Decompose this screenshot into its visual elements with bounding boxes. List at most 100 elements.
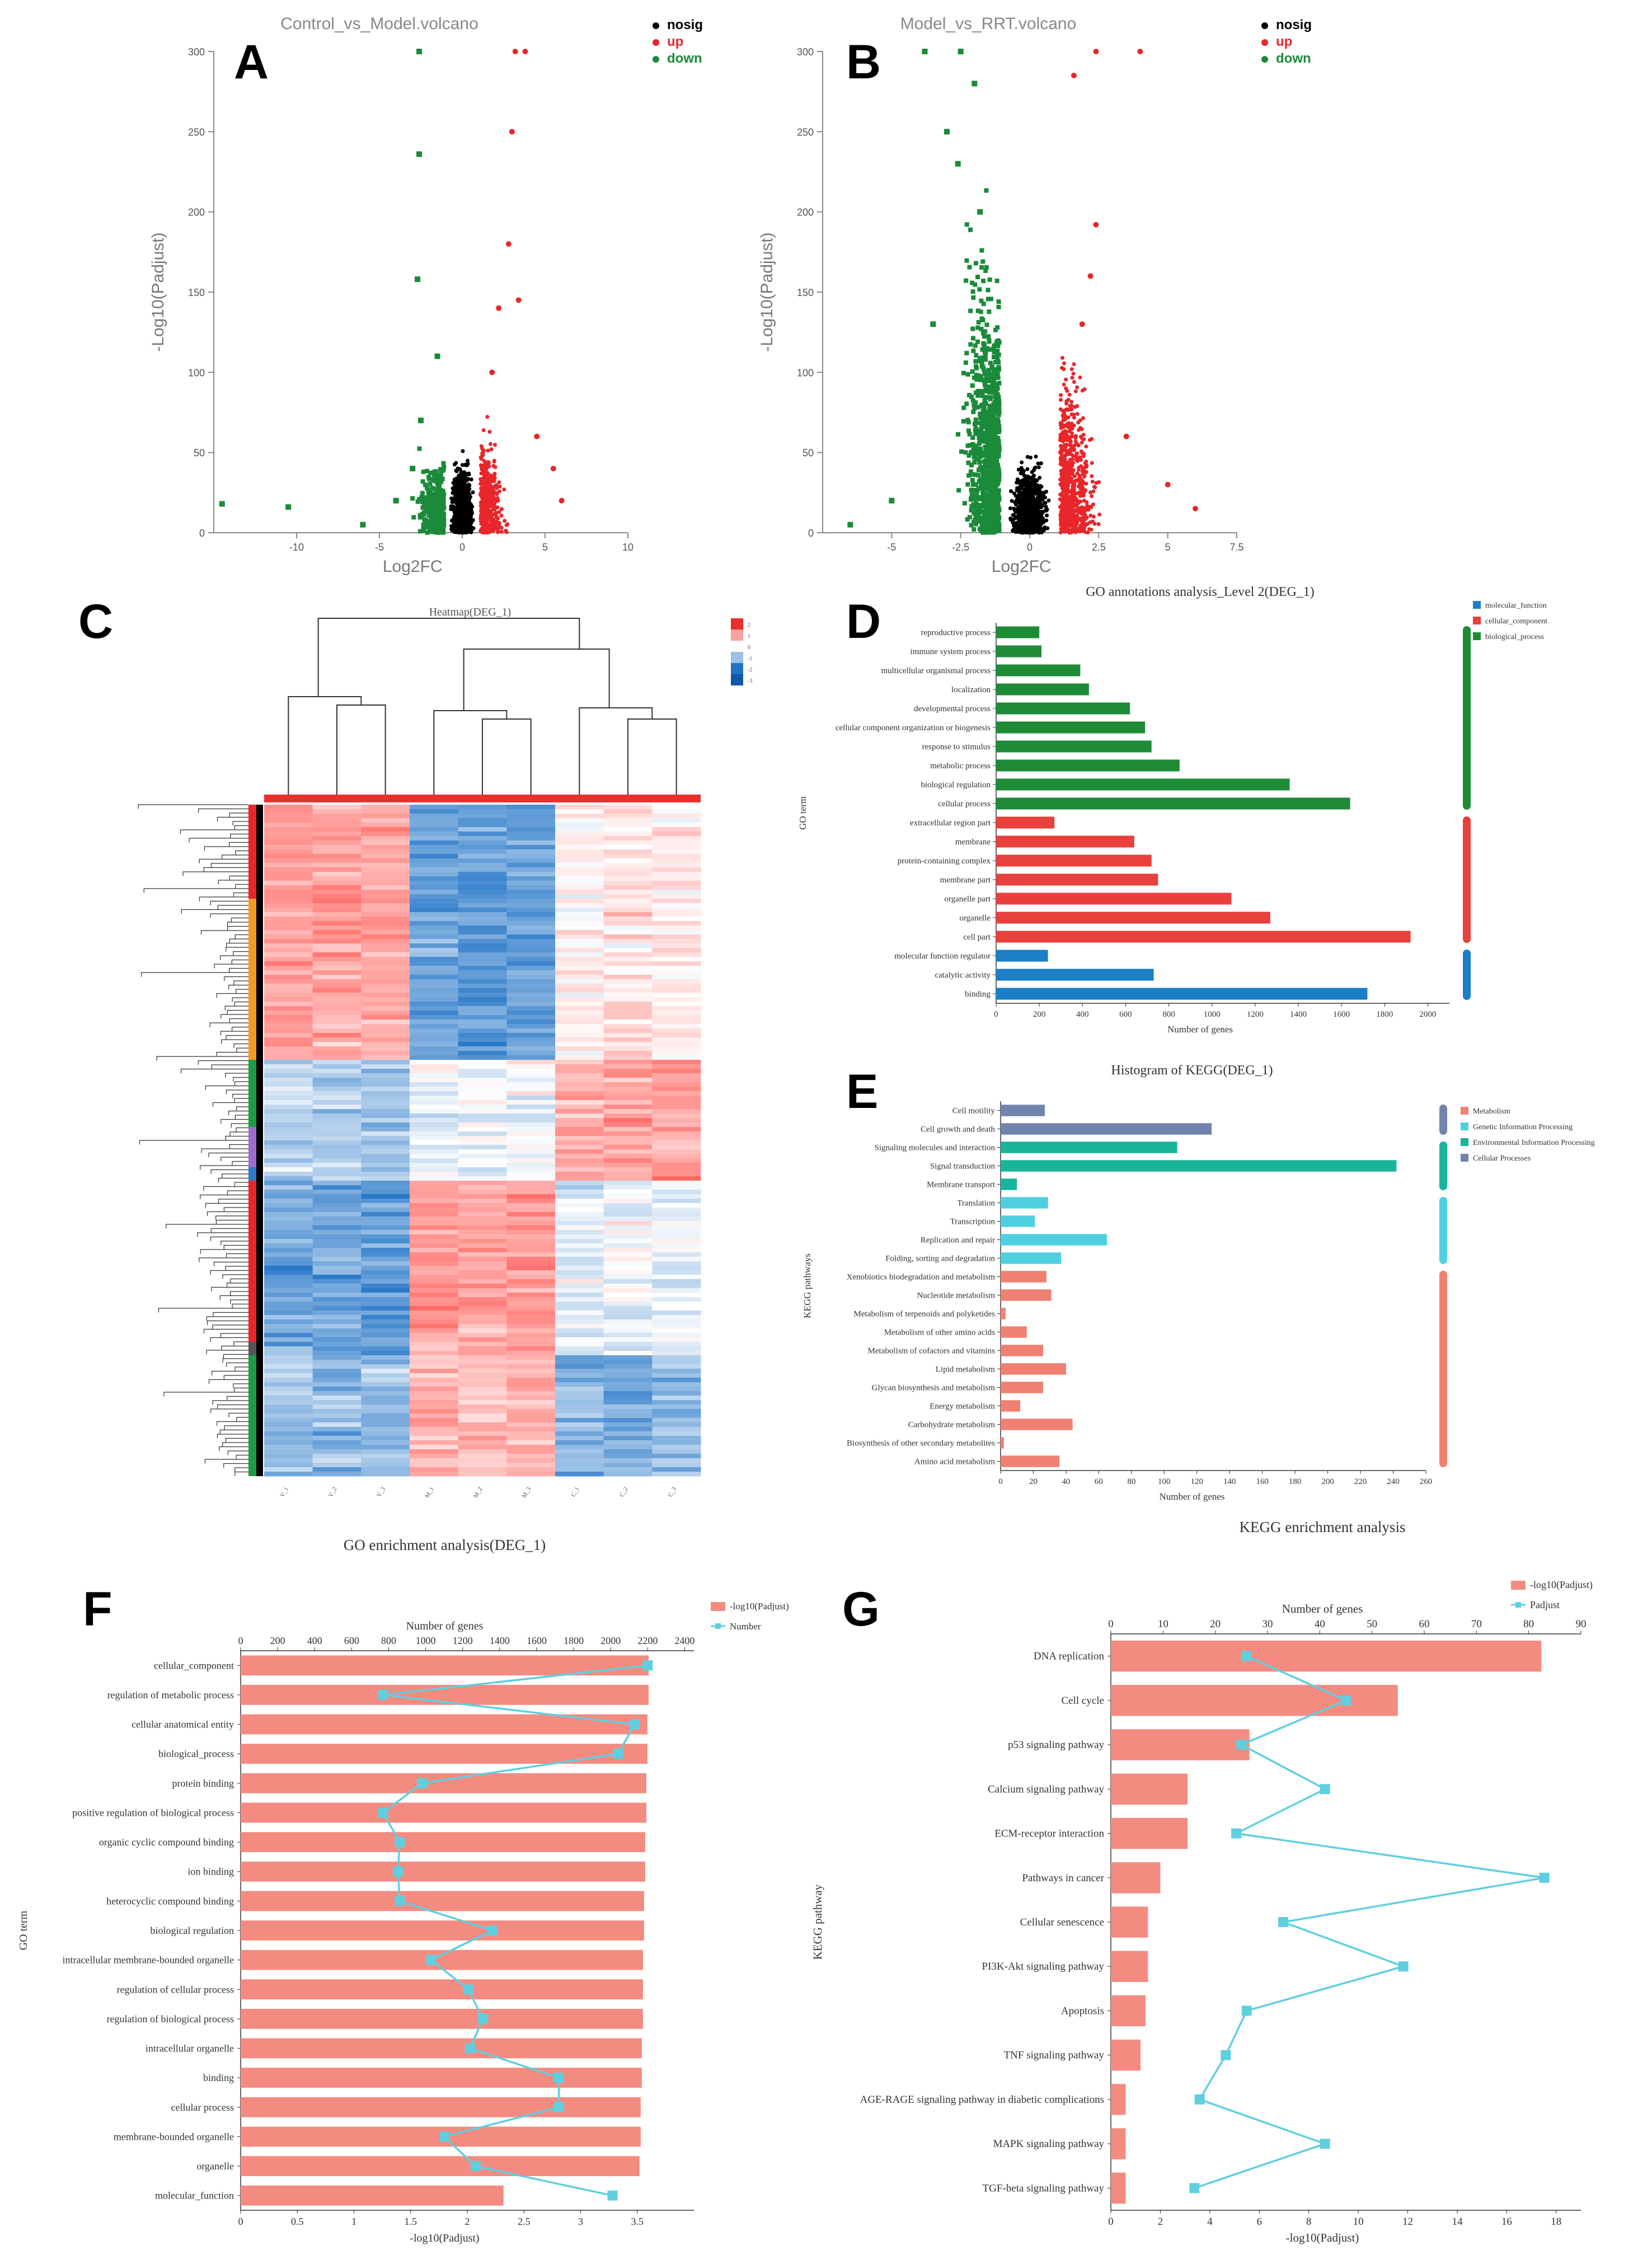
dendrogram-branch (210, 1408, 248, 1413)
dendrogram-branch (236, 1454, 248, 1459)
point-down (977, 209, 983, 215)
legend-marker-nosig (1261, 22, 1268, 29)
volcano-plot-b: Model_vs_RRT.volcano050100150200250300-5… (758, 15, 1312, 576)
point-up (491, 488, 496, 493)
point-down (965, 372, 970, 377)
heatmap-cells (264, 805, 701, 1477)
point-up (1080, 436, 1085, 441)
point-down (983, 505, 988, 510)
point-down (969, 523, 974, 528)
point-up (1090, 436, 1094, 441)
point-down (441, 515, 446, 520)
heatmap-cell (506, 993, 556, 998)
heatmap-cell (652, 952, 701, 957)
point-down (441, 461, 446, 466)
heatmap-cell (312, 876, 362, 881)
point-down (984, 386, 989, 391)
dendrogram-branch (232, 1026, 248, 1031)
heatmap-cell (312, 966, 362, 971)
heatmap-cell (603, 854, 653, 859)
dendrogram-branch (227, 1190, 248, 1195)
heatmap-cell (264, 876, 313, 881)
heatmap-cell (652, 814, 701, 819)
point-down (970, 369, 975, 374)
heatmap-cell (264, 921, 313, 926)
point-down (994, 407, 999, 412)
heatmap-cell (603, 970, 653, 975)
dendrogram-branch (233, 1383, 248, 1388)
point-nosig (1020, 460, 1024, 464)
heatmap-cell (264, 912, 313, 917)
point-nosig (1009, 489, 1013, 494)
legend-label-up: up (667, 34, 683, 49)
point-nosig (1036, 461, 1040, 466)
point-down (974, 353, 979, 358)
heatmap-cell (312, 917, 362, 922)
point-down (435, 485, 440, 490)
dendrogram-branch (220, 1333, 248, 1338)
heatmap-cell (264, 1015, 313, 1020)
heatmap-cell (555, 993, 604, 998)
point-up (481, 479, 486, 483)
heatmap-cell (652, 966, 701, 971)
heatmap-cell (264, 1042, 313, 1047)
point-up (1074, 497, 1079, 502)
heatmap-cell (506, 867, 556, 872)
heatmap-cell (264, 823, 313, 828)
dendrogram-branch (141, 972, 248, 977)
dendrogram-branch (220, 1241, 248, 1246)
dendrogram-branch (232, 997, 248, 1002)
heatmap-cell (458, 912, 507, 917)
point-up (1060, 439, 1065, 444)
point-nosig (458, 527, 463, 531)
heatmap-cell (264, 832, 313, 837)
point-nosig (1044, 490, 1049, 494)
heatmap-cell (410, 1046, 459, 1051)
dendrogram-branch (234, 1115, 248, 1120)
point-down (988, 510, 993, 515)
heatmap-cell (312, 912, 362, 917)
point-nosig (455, 514, 459, 518)
heatmap-cell (458, 1042, 507, 1047)
heatmap-cell (410, 1042, 459, 1047)
y-tick-label: 50 (802, 448, 814, 459)
heatmap-cell (410, 823, 459, 828)
point-down (417, 446, 422, 451)
point-down (963, 360, 968, 365)
heatmap-cell (506, 970, 556, 975)
heatmap-cell (312, 818, 362, 823)
row-dendrogram (138, 804, 248, 1476)
dendrogram-branch (234, 1182, 248, 1187)
point-up (1086, 508, 1091, 512)
heatmap-cell (458, 1024, 507, 1029)
point-nosig (1023, 506, 1027, 511)
heatmap-cell (506, 988, 556, 993)
heatmap-cell (361, 993, 410, 998)
heatmap-cell (555, 1028, 604, 1034)
heatmap-cell (506, 1015, 556, 1020)
heatmap-cell (555, 885, 604, 890)
heatmap-cell (312, 845, 362, 850)
point-down (434, 353, 440, 359)
point-down (420, 479, 425, 484)
point-down (990, 365, 995, 370)
dendrogram-branch (234, 1467, 248, 1472)
point-up (1072, 494, 1076, 499)
point-down (435, 511, 440, 516)
heatmap-cell (361, 943, 410, 948)
point-up (1068, 439, 1073, 443)
point-up (1065, 461, 1069, 465)
point-down (426, 520, 431, 525)
point-up (1082, 387, 1087, 392)
point-up (1075, 459, 1080, 463)
point-nosig (449, 504, 453, 509)
point-down (974, 443, 979, 448)
dendrogram-branch (463, 649, 610, 711)
heatmap-cell (603, 908, 653, 913)
point-down (983, 449, 988, 454)
point-down (972, 421, 977, 426)
heatmap-cell (652, 863, 701, 868)
point-up (1062, 361, 1066, 365)
point-nosig (1008, 506, 1012, 510)
point-down (982, 334, 987, 339)
